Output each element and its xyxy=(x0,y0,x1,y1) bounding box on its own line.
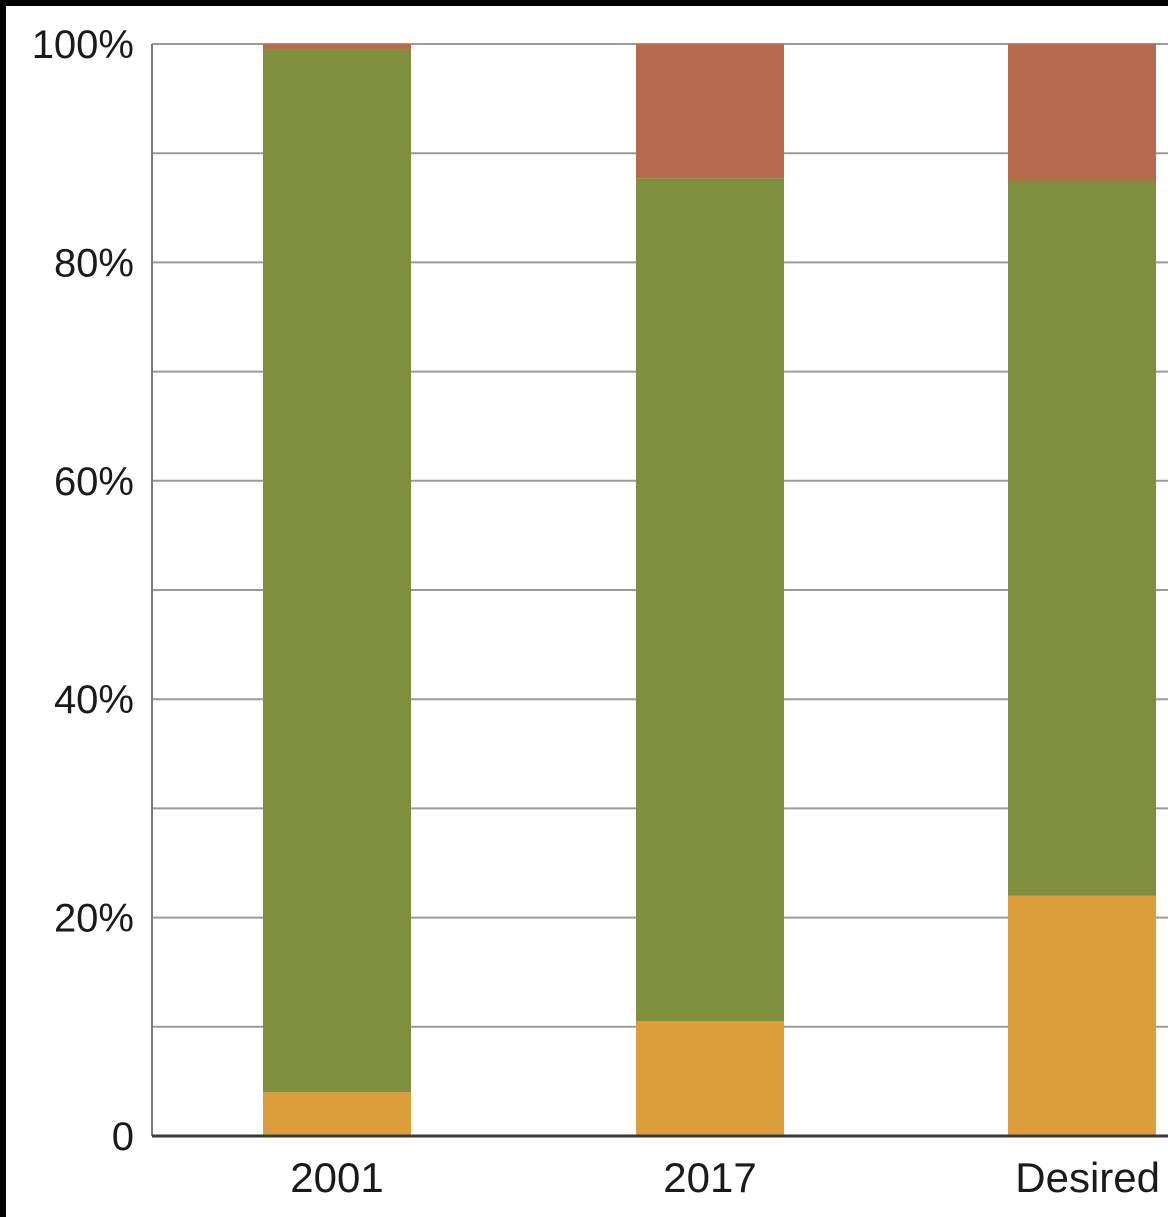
x-tick-label-2001: 2001 xyxy=(290,1154,383,1201)
y-tick-label-40: 40% xyxy=(54,678,134,722)
x-tick-label-desired: Desired xyxy=(1015,1154,1160,1201)
bar-segment-2017-2 xyxy=(636,178,784,1022)
bar-segment-2001-2 xyxy=(263,49,411,1093)
chart-background xyxy=(6,6,1168,1217)
bar-segment-desired-2 xyxy=(1008,180,1156,896)
y-tick-label-100: 100% xyxy=(32,23,134,67)
bar-segment-desired-3 xyxy=(1008,44,1156,181)
bar-segment-desired-1 xyxy=(1008,895,1156,1136)
bar-segment-2001-3 xyxy=(263,44,411,50)
x-tick-label-2017: 2017 xyxy=(663,1154,756,1201)
y-tick-label-20: 20% xyxy=(54,897,134,941)
y-tick-label-0: 0 xyxy=(112,1115,134,1159)
bars xyxy=(263,44,1156,1136)
axes xyxy=(151,44,1168,1138)
y-tick-label-60: 60% xyxy=(54,460,134,504)
y-tick-labels: 0 20% 40% 60% 80% 100% xyxy=(32,23,134,1159)
bar-segment-2017-1 xyxy=(636,1021,784,1136)
bar-segment-2017-3 xyxy=(636,44,784,179)
y-tick-label-80: 80% xyxy=(54,241,134,285)
bar-segment-2001-1 xyxy=(263,1092,411,1136)
x-tick-labels: 2001 2017 Desired xyxy=(290,1154,1160,1201)
